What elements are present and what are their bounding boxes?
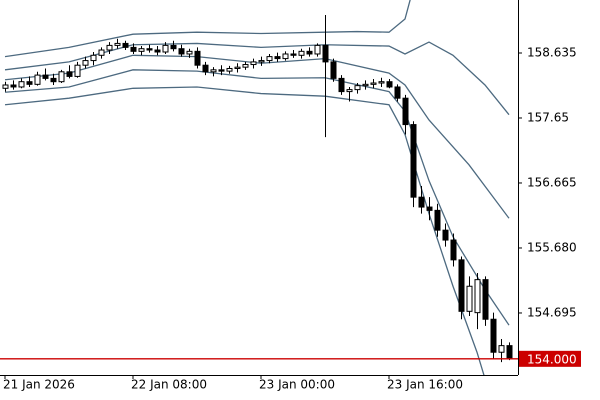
candle-body [154, 49, 161, 53]
y-tick-label: 155.680 [527, 240, 577, 254]
candle-body [146, 48, 153, 51]
candle-body [394, 86, 401, 99]
candle-body [370, 82, 377, 85]
candle-body [434, 209, 441, 231]
candle-body [18, 81, 25, 88]
plot-area [2, 0, 513, 375]
candle-body [474, 279, 481, 314]
candle-body [306, 50, 313, 55]
candle-body [498, 345, 505, 353]
candle-body [506, 345, 513, 360]
candle-body [106, 44, 113, 51]
candle-body [362, 83, 369, 87]
candle-body [466, 285, 473, 312]
candle-body [178, 48, 185, 55]
candle-body [58, 71, 65, 83]
candle-body [170, 44, 177, 50]
candle-body [410, 124, 417, 198]
candle-body [490, 318, 497, 353]
candle-body [290, 53, 297, 56]
y-tick-label: 156.665 [527, 175, 577, 189]
candle-body [314, 44, 321, 55]
candle-body [330, 61, 337, 79]
candle-body [42, 74, 49, 79]
candle-body [418, 196, 425, 208]
candle-body [90, 54, 97, 62]
candle-body [378, 81, 385, 84]
candle-body [266, 56, 273, 62]
band-line [4, 69, 510, 326]
candle-body [210, 69, 217, 73]
candle-body [234, 66, 241, 69]
candle-body [98, 49, 105, 56]
candle-body [298, 50, 305, 56]
y-tick-label: 154.695 [527, 305, 577, 319]
candle-body [482, 279, 489, 320]
candle-body [202, 64, 209, 73]
candle-body [282, 53, 289, 60]
candle-body [26, 81, 33, 85]
x-tick-label: 21 Jan 2026 [3, 378, 75, 392]
candle-body [450, 239, 457, 261]
candle-body [242, 64, 249, 68]
price-label: 154.000 [527, 352, 577, 366]
y-tick-label: 158.635 [527, 45, 577, 59]
band-line [4, 54, 510, 219]
candle-body [274, 56, 281, 60]
candle-body [218, 69, 225, 72]
band-line [4, 41, 510, 116]
band-line [4, 86, 485, 375]
band-line [4, 0, 411, 58]
candle-body [458, 259, 465, 312]
candle-body [354, 85, 361, 91]
x-tick-label: 23 Jan 16:00 [387, 378, 463, 392]
candle-body [322, 44, 329, 63]
candle-body [34, 74, 41, 85]
candle-body [386, 81, 393, 88]
candle-body [50, 77, 57, 83]
candle-body [162, 44, 169, 53]
price-label-box [519, 350, 581, 367]
candle-body [194, 50, 201, 66]
candle-body [2, 84, 9, 89]
candle-body [130, 46, 137, 52]
candle-body [338, 77, 345, 93]
candle-body [82, 60, 89, 66]
candle-body [10, 84, 17, 88]
candle-body [346, 89, 353, 93]
x-tick-label: 22 Jan 08:00 [131, 378, 207, 392]
candle-body [186, 50, 193, 55]
y-tick-label: 157.65 [527, 110, 569, 124]
x-tick-label: 23 Jan 00:00 [259, 378, 335, 392]
candle-body [426, 206, 433, 211]
candle-body [138, 48, 145, 52]
candle-body [258, 60, 265, 63]
candle-body [114, 42, 121, 46]
candle-body [66, 71, 73, 77]
candle-body [74, 64, 81, 77]
candle-body [122, 42, 129, 48]
candle-body [442, 229, 449, 241]
candle-body [226, 67, 233, 72]
candle-body [402, 97, 409, 126]
candle-body [250, 61, 257, 66]
